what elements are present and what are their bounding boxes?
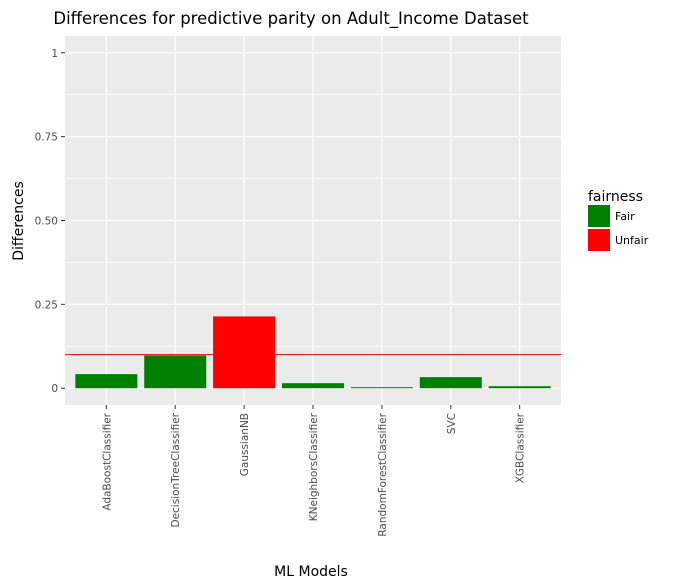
bar-SVC	[419, 377, 482, 389]
bar-KNeighborsClassifier	[282, 383, 344, 389]
y-tick-label: 0.75	[35, 132, 58, 144]
legend-title: fairness	[588, 189, 643, 205]
x-tick-label: GaussianNB	[239, 413, 251, 476]
y-axis-title: Differences	[11, 181, 27, 260]
legend-label-fair: Fair	[615, 210, 635, 223]
legend-swatch-fair	[588, 205, 610, 227]
x-tick-label: XGBClassifier	[515, 412, 527, 483]
bar-XGBClassifier	[488, 386, 551, 389]
bar-DecisionTreeClassifier	[144, 355, 207, 389]
x-tick-label: AdaBoostClassifier	[101, 412, 113, 510]
legend: fairness Fair Unfair	[588, 189, 649, 251]
y-tick-label: 0	[51, 383, 58, 395]
bar-AdaBoostClassifier	[75, 374, 138, 389]
y-tick-label: 1	[51, 48, 58, 60]
x-axis-title: ML Models	[274, 564, 348, 580]
x-tick-label: SVC	[446, 413, 458, 434]
y-tick-label: 0.50	[35, 216, 58, 228]
chart-title: Differences for predictive parity on Adu…	[53, 9, 529, 29]
legend-label-unfair: Unfair	[615, 234, 649, 247]
plot-panel: 0 0.25 0.50 0.75 1 AdaBoostClassifier Decision…	[35, 36, 561, 537]
x-tick-label: DecisionTreeClassifier	[170, 412, 182, 527]
x-tick-label: KNeighborsClassifier	[308, 412, 320, 521]
y-tick-label: 0.25	[35, 299, 58, 311]
x-tick-label: RandomForestClassifier	[377, 412, 389, 536]
legend-swatch-unfair	[588, 229, 610, 251]
bar-GaussianNB	[213, 316, 276, 389]
bar-RandomForestClassifier	[350, 387, 413, 389]
